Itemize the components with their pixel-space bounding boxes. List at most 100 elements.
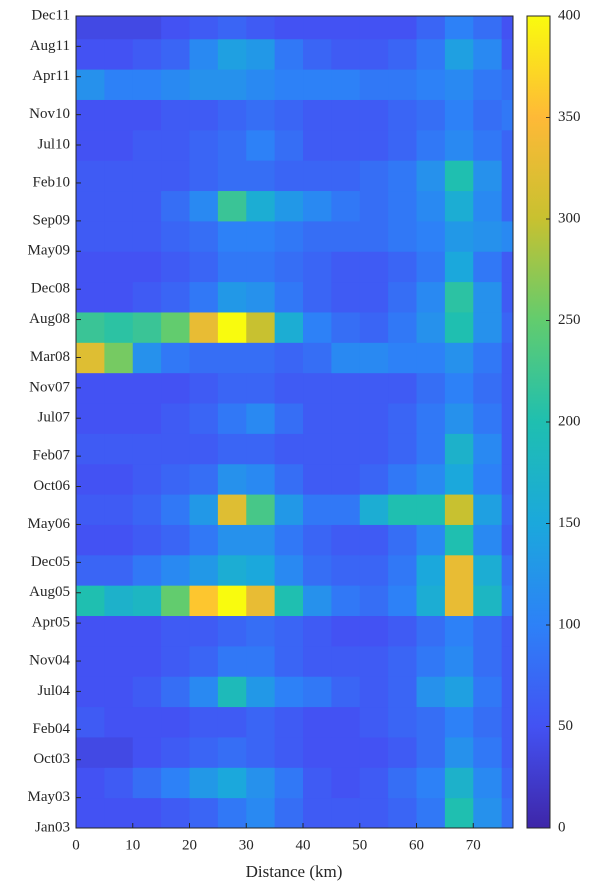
heatmap-cell xyxy=(274,433,304,465)
heatmap-cell xyxy=(189,372,219,404)
heatmap-cell xyxy=(473,767,503,799)
heatmap-cell xyxy=(161,190,191,222)
heatmap-cell xyxy=(161,554,191,586)
heatmap-cell xyxy=(416,160,446,192)
heatmap-cell xyxy=(388,494,418,525)
y-tick-label: Mar08 xyxy=(30,349,70,365)
heatmap-cell xyxy=(76,251,105,283)
heatmap-cell xyxy=(473,403,503,434)
heatmap-cell xyxy=(359,190,389,222)
heatmap-cell xyxy=(132,342,162,374)
heatmap-cell xyxy=(473,494,503,525)
heatmap-cell xyxy=(501,736,514,768)
heatmap-cell xyxy=(388,190,418,222)
heatmap-cell xyxy=(246,463,276,495)
heatmap-cell xyxy=(473,38,503,70)
heatmap-cell xyxy=(274,99,304,131)
heatmap-cell xyxy=(246,585,276,617)
heatmap-cell xyxy=(444,160,474,192)
heatmap-cell xyxy=(388,585,418,617)
y-tick-label: Apr11 xyxy=(32,68,70,84)
heatmap-cell xyxy=(104,311,134,343)
heatmap-cell xyxy=(388,433,418,465)
heatmap-cell xyxy=(217,676,247,708)
heatmap-cell xyxy=(189,220,219,252)
heatmap-cell xyxy=(76,38,105,70)
heatmap-cell xyxy=(331,129,361,161)
heatmap-cell xyxy=(473,99,503,131)
heatmap-cell xyxy=(104,615,134,647)
heatmap-cell xyxy=(104,403,134,434)
heatmap-cell xyxy=(444,524,474,556)
y-tick-label: Aug08 xyxy=(29,311,70,327)
heatmap-cell xyxy=(501,99,514,131)
heatmap-cell xyxy=(189,99,219,131)
heatmap-cell xyxy=(246,190,276,222)
heatmap-cell xyxy=(132,767,162,799)
heatmap-cell xyxy=(274,160,304,192)
heatmap-cell xyxy=(161,251,191,283)
heatmap-cell xyxy=(274,585,304,617)
heatmap-cell xyxy=(473,645,503,677)
heatmap-cell xyxy=(132,494,162,525)
heatmap-cell xyxy=(444,645,474,677)
y-tick-label: Dec05 xyxy=(31,554,70,570)
heatmap-cell xyxy=(274,372,304,404)
heatmap-cell xyxy=(274,251,304,283)
heatmap-cell xyxy=(161,736,191,768)
heatmap-cell xyxy=(217,554,247,586)
heatmap-cell xyxy=(473,676,503,708)
heatmap-cell xyxy=(189,342,219,374)
heatmap-cell xyxy=(444,433,474,465)
heatmap-cell xyxy=(189,585,219,617)
heatmap-cell xyxy=(246,16,276,40)
heatmap-cell xyxy=(76,220,105,252)
heatmap-cell xyxy=(246,797,276,829)
heatmap-cell xyxy=(388,311,418,343)
heatmap-cell xyxy=(303,311,332,343)
heatmap-cell xyxy=(274,615,304,647)
colorbar-tick-label: 50 xyxy=(558,718,573,734)
heatmap-cell xyxy=(246,403,276,434)
heatmap-cell xyxy=(303,281,332,313)
heatmap-cell xyxy=(473,190,503,222)
heatmap-cell xyxy=(388,615,418,647)
heatmap-cell xyxy=(161,99,191,131)
heatmap-cell xyxy=(217,69,247,100)
heatmap-cell xyxy=(331,403,361,434)
heatmap-cell xyxy=(331,615,361,647)
y-tick-label: Sep09 xyxy=(33,212,71,228)
heatmap-cell xyxy=(501,69,514,100)
heatmap-cell xyxy=(246,129,276,161)
heatmap-cell xyxy=(416,129,446,161)
colorbar-tick-label: 250 xyxy=(558,312,581,328)
heatmap-cell xyxy=(501,311,514,343)
heatmap-cell xyxy=(359,69,389,100)
heatmap-cell xyxy=(388,160,418,192)
heatmap-cell xyxy=(303,494,332,525)
heatmap-cell xyxy=(359,160,389,192)
heatmap-cell xyxy=(473,615,503,647)
heatmap-cell xyxy=(359,554,389,586)
y-tick-label: May09 xyxy=(28,243,71,259)
y-tick-label: Oct03 xyxy=(33,751,70,767)
heatmap-cell xyxy=(473,554,503,586)
heatmap-cell xyxy=(217,372,247,404)
heatmap-cell xyxy=(444,342,474,374)
heatmap-cell xyxy=(501,524,514,556)
heatmap-cell xyxy=(246,767,276,799)
heatmap-cell xyxy=(132,69,162,100)
heatmap-cell xyxy=(359,797,389,829)
heatmap-cell xyxy=(246,706,276,738)
heatmap-cell xyxy=(473,463,503,495)
heatmap-cell xyxy=(359,494,389,525)
heatmap-cell xyxy=(501,190,514,222)
heatmap-cell xyxy=(416,281,446,313)
heatmap-cell xyxy=(104,38,134,70)
heatmap-cell xyxy=(76,797,105,829)
heatmap-cell xyxy=(416,676,446,708)
heatmap-cell xyxy=(416,311,446,343)
heatmap-cell xyxy=(444,615,474,647)
heatmap-cell xyxy=(331,767,361,799)
heatmap-cell xyxy=(217,736,247,768)
